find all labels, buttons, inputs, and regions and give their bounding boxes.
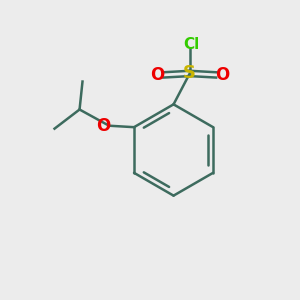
Text: O: O [97,117,111,135]
Text: Cl: Cl [183,38,199,52]
Text: S: S [183,64,196,82]
Text: O: O [216,66,230,84]
Text: O: O [150,66,164,84]
